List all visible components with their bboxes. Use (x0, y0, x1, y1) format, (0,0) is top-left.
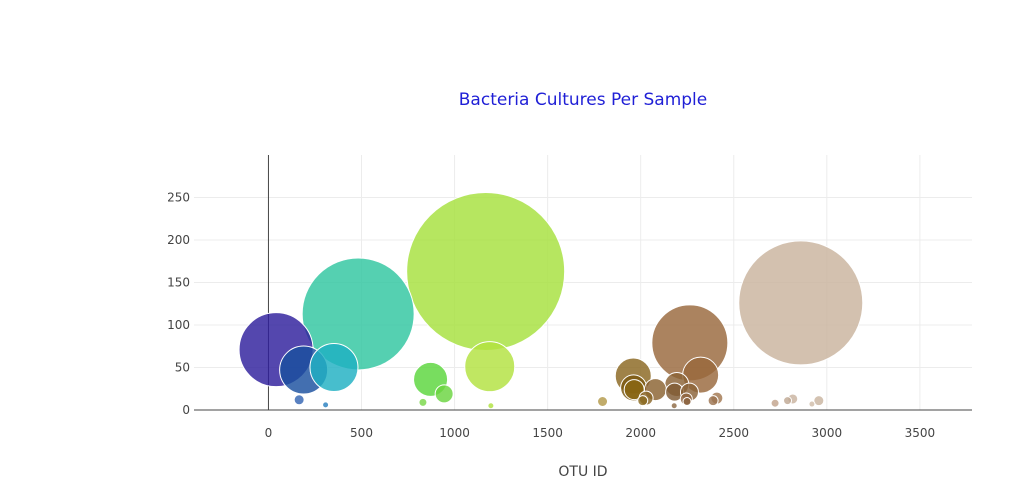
y-tick-label: 200 (167, 233, 190, 247)
bubble-point[interactable] (738, 240, 864, 366)
bubble-point[interactable] (808, 400, 816, 408)
x-tick-label: 2000 (625, 426, 656, 440)
bubble-point[interactable] (293, 394, 305, 406)
bubble-point[interactable] (322, 401, 330, 409)
tick-labels: 0 500 1000 1500 2000 2500 3000 3500 0 50 100 150 200… (167, 191, 935, 441)
bubble-point[interactable] (813, 395, 825, 407)
bubble-point[interactable] (309, 343, 359, 392)
bubble-point[interactable] (770, 398, 780, 408)
x-axis-title: OTU ID (558, 464, 607, 480)
bubble-point[interactable] (487, 402, 495, 410)
bubble-point[interactable] (707, 395, 719, 407)
bubble-point[interactable] (464, 341, 516, 393)
y-tick-label: 100 (167, 318, 190, 332)
bubble-point[interactable] (434, 384, 454, 404)
bubble-point[interactable] (597, 396, 609, 407)
bubble-point[interactable] (670, 402, 678, 410)
bubble-point[interactable] (406, 191, 566, 351)
chart-title: Bacteria Cultures Per Sample (459, 90, 707, 110)
bubbles (238, 191, 864, 410)
x-tick-label: 3500 (905, 426, 936, 440)
bubble-point[interactable] (637, 395, 649, 407)
x-tick-label: 1000 (439, 426, 470, 440)
bubble-point[interactable] (623, 379, 645, 401)
y-tick-label: 0 (182, 403, 190, 417)
x-tick-label: 0 (265, 426, 273, 440)
x-tick-label: 1500 (532, 426, 563, 440)
bubble-point[interactable] (783, 396, 793, 406)
y-tick-label: 150 (167, 276, 190, 290)
x-tick-label: 500 (350, 426, 373, 440)
y-tick-label: 250 (167, 191, 190, 205)
x-tick-label: 2500 (718, 426, 749, 440)
y-tick-label: 50 (175, 361, 190, 375)
x-tick-label: 3000 (812, 426, 843, 440)
bubble-point[interactable] (682, 397, 692, 406)
bubble-point[interactable] (418, 397, 428, 407)
